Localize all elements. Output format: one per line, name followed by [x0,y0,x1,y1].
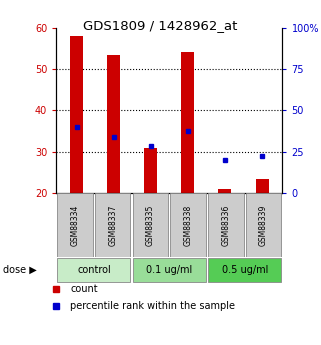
Text: GSM88334: GSM88334 [71,205,80,246]
Text: GSM88338: GSM88338 [184,205,193,246]
Bar [107,55,120,193]
Bar [95,193,130,257]
Bar [219,189,231,193]
Bar [133,193,168,257]
Bar [246,193,281,257]
Text: GSM88339: GSM88339 [259,205,268,246]
Bar [133,258,206,282]
Bar [208,258,281,282]
Text: dose ▶: dose ▶ [3,265,37,275]
Bar [144,148,157,193]
Bar [57,193,93,257]
Text: GSM88337: GSM88337 [108,205,117,246]
Bar [57,258,130,282]
Text: GSM88336: GSM88336 [221,205,230,246]
Text: count: count [70,284,98,294]
Bar [170,193,206,257]
Text: 0.1 ug/ml: 0.1 ug/ml [146,265,193,275]
Bar [208,193,244,257]
Text: GSM88335: GSM88335 [146,205,155,246]
Bar [181,52,195,193]
Text: GDS1809 / 1428962_at: GDS1809 / 1428962_at [83,19,238,32]
Bar [256,179,269,193]
Text: control: control [77,265,111,275]
Text: 0.5 ug/ml: 0.5 ug/ml [221,265,268,275]
Bar [70,36,83,193]
Text: percentile rank within the sample: percentile rank within the sample [70,301,235,311]
